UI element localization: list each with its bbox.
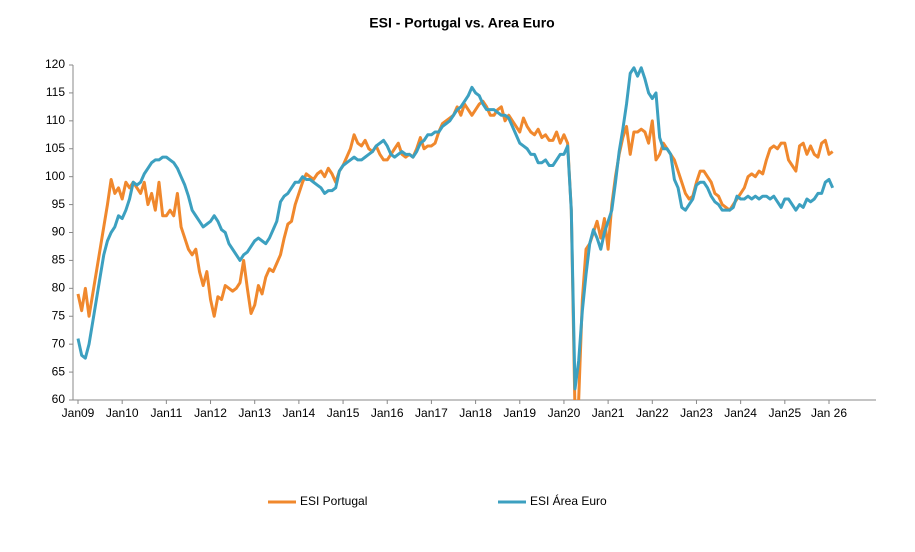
- x-tick-label: Jan21: [592, 406, 625, 420]
- x-tick-label: Jan09: [62, 406, 95, 420]
- y-tick-label: 110: [46, 113, 65, 127]
- y-tick-label: 100: [45, 169, 65, 183]
- y-tick-label: 95: [52, 197, 66, 211]
- x-tick-label: Jan25: [768, 406, 801, 420]
- x-tick-label: Jan13: [238, 406, 271, 420]
- y-tick-label: 105: [45, 141, 65, 155]
- x-tick-label: Jan17: [415, 406, 448, 420]
- x-tick-label: Jan14: [283, 406, 316, 420]
- x-tick-label: Jan24: [724, 406, 757, 420]
- x-tick-label: Jan 26: [811, 406, 847, 420]
- x-tick-label: Jan23: [680, 406, 713, 420]
- y-tick-label: 85: [52, 253, 66, 267]
- y-tick-label: 75: [52, 308, 66, 322]
- y-tick-label: 60: [52, 392, 66, 406]
- x-tick-label: Jan15: [327, 406, 360, 420]
- series-line: [76, 66, 835, 391]
- series-line: [76, 99, 834, 400]
- x-tick-label: Jan12: [194, 406, 227, 420]
- x-tick-label: Jan19: [503, 406, 536, 420]
- x-tick-label: Jan10: [106, 406, 139, 420]
- x-tick-label: Jan16: [371, 406, 404, 420]
- y-tick-label: 65: [52, 364, 66, 378]
- x-tick-label: Jan20: [548, 406, 581, 420]
- y-tick-label: 115: [46, 85, 65, 99]
- x-tick-label: Jan11: [150, 406, 182, 420]
- chart-title: ESI - Portugal vs. Area Euro: [369, 15, 554, 31]
- y-tick-label: 80: [52, 281, 66, 295]
- legend-label: ESI Área Euro: [530, 493, 607, 508]
- y-tick-label: 70: [52, 336, 66, 350]
- legend-label: ESI Portugal: [300, 494, 367, 508]
- x-tick-label: Jan18: [459, 406, 492, 420]
- y-tick-label: 120: [45, 57, 65, 71]
- y-tick-label: 90: [52, 225, 66, 239]
- x-tick-label: Jan22: [636, 406, 669, 420]
